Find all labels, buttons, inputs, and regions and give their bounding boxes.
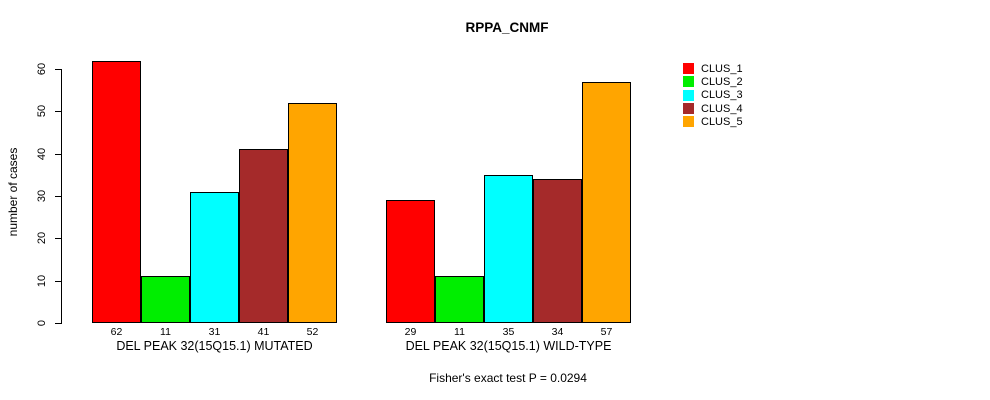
bar-value-label: 29: [404, 326, 417, 338]
legend-swatch-icon: [683, 89, 694, 101]
legend-label: CLUS_5: [701, 115, 743, 128]
y-tick-label: 30: [36, 189, 48, 203]
y-axis-title: number of cases: [6, 147, 20, 237]
legend-label: CLUS_1: [701, 62, 743, 75]
bar-clus_5-group-2: [582, 82, 631, 323]
y-tick-label: 0: [36, 319, 48, 327]
y-tick-mark: [55, 154, 61, 155]
bar-clus_2-group-2: [435, 276, 484, 323]
chart-title: RPPA_CNMF: [465, 20, 549, 35]
y-tick-label: 40: [36, 147, 48, 161]
legend-entry-clus_2: CLUS_2: [683, 75, 743, 88]
legend-entry-clus_1: CLUS_1: [683, 62, 743, 75]
bar-value-label: 41: [257, 326, 270, 338]
bar-value-label: 57: [600, 326, 613, 338]
bar-clus_4-group-1: [239, 149, 288, 323]
bar-clus_3-group-2: [484, 175, 533, 323]
legend-swatch-icon: [683, 63, 694, 75]
legend-swatch-icon: [683, 76, 694, 88]
legend-entry-clus_5: CLUS_5: [683, 115, 743, 128]
legend-label: CLUS_4: [701, 102, 743, 115]
bar-clus_5-group-1: [288, 103, 337, 323]
bar-value-label: 11: [454, 326, 465, 338]
legend: CLUS_1 CLUS_2 CLUS_3 CLUS_4 CLUS_5: [683, 62, 743, 128]
y-tick-mark: [55, 196, 61, 197]
bar-clus_2-group-1: [141, 276, 190, 323]
legend-label: CLUS_3: [701, 89, 743, 102]
bar-clus_4-group-2: [533, 179, 582, 323]
bar-value-label: 31: [208, 326, 221, 338]
y-tick-mark: [55, 281, 61, 282]
y-axis-line: [61, 69, 62, 324]
bar-value-label: 34: [551, 326, 564, 338]
category-label-1: DEL PEAK 32(15Q15.1) MUTATED: [116, 339, 313, 353]
legend-entry-clus_3: CLUS_3: [683, 89, 743, 102]
y-tick-mark: [55, 323, 61, 324]
legend-swatch-icon: [683, 103, 694, 115]
footer-note: Fisher's exact test P = 0.0294: [429, 371, 587, 385]
legend-label: CLUS_2: [701, 75, 743, 88]
legend-swatch-icon: [683, 116, 694, 128]
bar-clus_1-group-2: [386, 200, 435, 323]
legend-entry-clus_4: CLUS_4: [683, 102, 743, 115]
y-tick-mark: [55, 238, 61, 239]
y-tick-label: 20: [36, 231, 48, 245]
y-tick-mark: [55, 111, 61, 112]
bar-clus_1-group-1: [92, 61, 141, 323]
bar-clus_3-group-1: [190, 192, 239, 323]
bar-value-label: 52: [306, 326, 319, 338]
y-tick-label: 60: [36, 62, 48, 76]
bar-value-label: 11: [160, 326, 171, 338]
y-tick-label: 10: [36, 274, 48, 288]
y-tick-label: 50: [36, 104, 48, 118]
category-label-2: DEL PEAK 32(15Q15.1) WILD-TYPE: [405, 339, 612, 353]
y-tick-mark: [55, 69, 61, 70]
bar-value-label: 62: [110, 326, 123, 338]
bar-value-label: 35: [502, 326, 515, 338]
